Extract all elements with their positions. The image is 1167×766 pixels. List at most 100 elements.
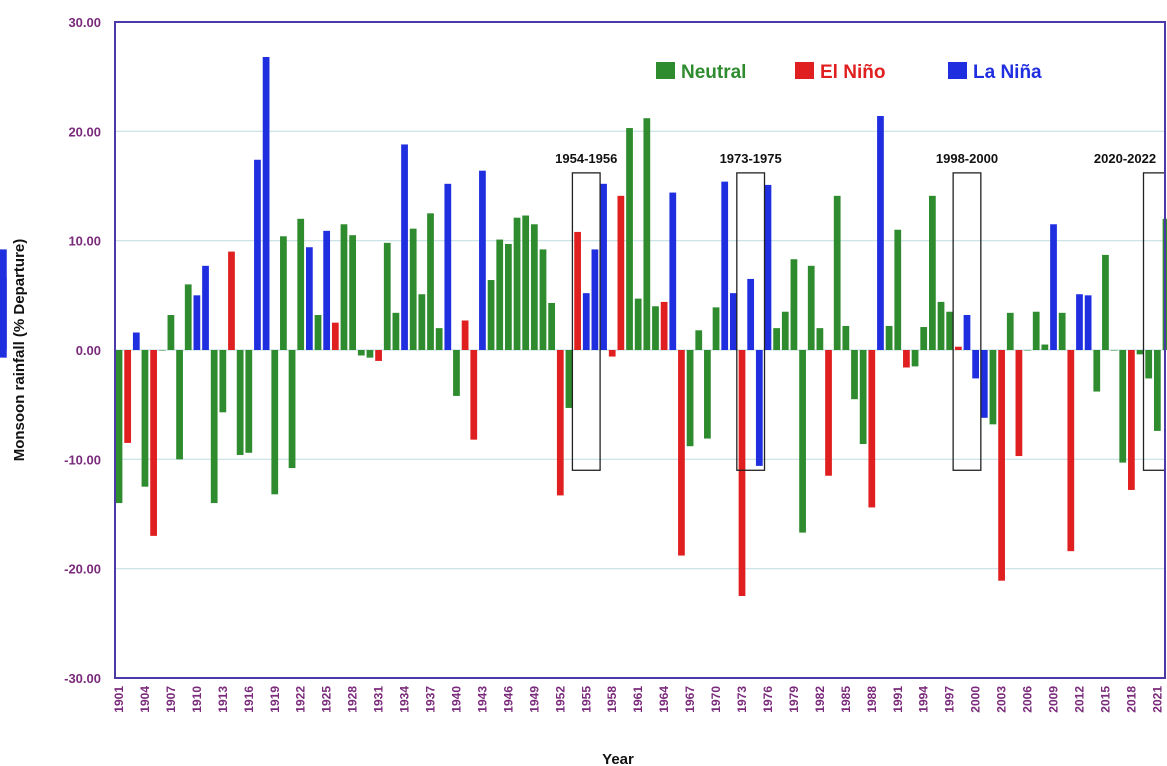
bar-2001 <box>980 350 988 418</box>
bar-2009 <box>1050 224 1057 350</box>
x-tick-label: 2009 <box>1047 686 1061 713</box>
x-tick-label: 1901 <box>112 686 126 713</box>
bar-1985 <box>842 325 850 350</box>
bar-2017 <box>1119 350 1127 463</box>
x-tick-label: 1949 <box>527 686 541 713</box>
x-tick-label: 2015 <box>1098 686 1112 713</box>
x-tick-label: 1991 <box>891 686 905 713</box>
x-tick-label: 2006 <box>1021 686 1035 713</box>
bar-1921 <box>288 350 296 469</box>
x-tick-label: 1913 <box>216 686 230 713</box>
bar-1982 <box>816 328 824 350</box>
bar-2012 <box>1076 294 1083 350</box>
annotation-box-1998-2000 <box>952 172 982 471</box>
bar-1977 <box>773 328 780 350</box>
bar-1951 <box>548 302 556 350</box>
bar-2000 <box>972 350 980 379</box>
bar-1998 <box>954 346 962 350</box>
bar-1958 <box>608 350 616 357</box>
bar-1972 <box>729 293 737 350</box>
bar-1952 <box>556 350 564 496</box>
bar-1920 <box>280 236 287 350</box>
bar-1905 <box>150 350 157 536</box>
bar-1997 <box>946 311 954 350</box>
x-tick-label: 1946 <box>501 686 515 713</box>
bar-1906 <box>158 350 166 351</box>
bar-1992 <box>903 350 910 368</box>
y-tick-label: -20.00 <box>64 562 101 577</box>
bar-1908 <box>176 350 183 460</box>
x-tick-label: 1925 <box>320 686 334 713</box>
annotation-label: 1973-1975 <box>720 151 782 166</box>
x-tick-label: 1928 <box>346 686 360 713</box>
bar-1971 <box>721 181 729 350</box>
bar-1924 <box>314 315 322 350</box>
bar-1991 <box>894 229 902 350</box>
x-tick-label: 1958 <box>605 686 619 713</box>
y-tick-label: 10.00 <box>68 234 101 249</box>
bar-2011 <box>1067 350 1075 552</box>
bar-1912 <box>210 350 218 504</box>
x-tick-label: 2012 <box>1072 686 1086 713</box>
legend-label: La Niña <box>973 62 1042 83</box>
annotation-label: 2020-2022 <box>1094 151 1156 166</box>
x-tick-label: 1931 <box>372 686 386 713</box>
bar-1966 <box>678 350 685 556</box>
x-tick-label: 2021 <box>1150 686 1164 713</box>
bar-1960 <box>626 128 633 350</box>
x-tick-label: 1967 <box>683 686 697 713</box>
bar-1955 <box>582 293 590 350</box>
bar-1923 <box>305 247 313 350</box>
bar-1948 <box>522 215 530 350</box>
bar-1961 <box>634 298 642 350</box>
bar-1933 <box>392 312 400 350</box>
bar-1994 <box>920 327 928 350</box>
legend-label: Neutral <box>681 62 746 83</box>
bar-2004 <box>1006 312 1014 350</box>
x-tick-label: 2000 <box>969 686 983 713</box>
x-tick-label: 1997 <box>943 686 957 713</box>
bar-2015 <box>1102 254 1109 350</box>
bar-1910 <box>193 295 201 350</box>
x-tick-label: 1952 <box>553 686 567 713</box>
x-tick-label: 1988 <box>865 686 879 713</box>
bar-1903 <box>132 332 140 350</box>
y-tick-label: -10.00 <box>64 452 101 467</box>
x-tick-label: 1940 <box>449 686 463 713</box>
x-tick-label: 1982 <box>813 686 827 713</box>
annotation-label: 1998-2000 <box>936 151 998 166</box>
bar-1953 <box>565 350 573 408</box>
bar-1999 <box>963 315 971 350</box>
bar-1902 <box>124 350 132 443</box>
bar-1942 <box>470 350 478 440</box>
annotation-label: 1954-1956 <box>555 151 617 166</box>
bar-1914 <box>228 251 235 350</box>
bar-1987 <box>859 350 867 445</box>
bar-1922 <box>297 218 305 350</box>
bar-1970 <box>712 307 720 350</box>
bar-1904 <box>141 350 149 487</box>
bar-1946 <box>505 243 512 350</box>
y-tick-label: -30.00 <box>64 671 101 686</box>
x-tick-label: 1961 <box>631 686 645 713</box>
x-tick-label: 1994 <box>917 686 931 713</box>
bar-1938 <box>435 328 443 350</box>
bar-1937 <box>427 213 434 350</box>
bar-2010 <box>1058 312 1066 350</box>
bar-2005 <box>1015 350 1023 457</box>
x-tick-label: 1973 <box>735 686 749 713</box>
bar-1947 <box>513 217 521 350</box>
y-tick-label: 30.00 <box>68 15 101 30</box>
x-tick-label: 1916 <box>242 686 256 713</box>
x-tick-label: 1964 <box>657 686 671 713</box>
bar-1931 <box>375 350 382 361</box>
bar-1911 <box>202 265 209 350</box>
bar-2018 <box>1128 350 1135 490</box>
x-tick-label: 2018 <box>1124 686 1138 713</box>
bar-1927 <box>340 224 348 350</box>
bar-2007 <box>1032 311 1040 350</box>
bar-1986 <box>851 350 858 400</box>
bar-1949 <box>530 224 538 350</box>
